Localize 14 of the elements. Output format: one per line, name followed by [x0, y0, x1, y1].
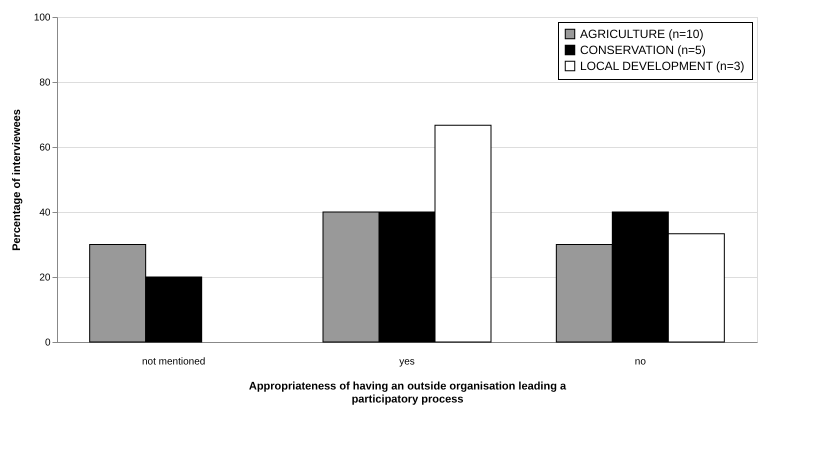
y-tick-label: 60 [39, 142, 51, 154]
legend-label: LOCAL DEVELOPMENT (n=3) [580, 59, 744, 73]
y-axis-title: Percentage of interviewees [10, 109, 23, 251]
y-tick-label: 0 [44, 338, 51, 348]
x-axis-title: Appropriateness of having an outside organisation leading a participatory process [248, 380, 567, 406]
x-tick-label: yes [399, 356, 415, 368]
y-tick-label: 40 [39, 208, 51, 218]
y-tick-label: 100 [34, 12, 51, 24]
y-tick-label: 20 [39, 272, 51, 284]
legend-label: CONSERVATION (n=5) [580, 43, 706, 57]
x-tick-label: no [634, 356, 646, 368]
y-tick-label: 80 [39, 78, 51, 88]
x-tick-label: not mentioned [142, 356, 206, 368]
legend-label: AGRICULTURE (n=10) [580, 27, 704, 41]
